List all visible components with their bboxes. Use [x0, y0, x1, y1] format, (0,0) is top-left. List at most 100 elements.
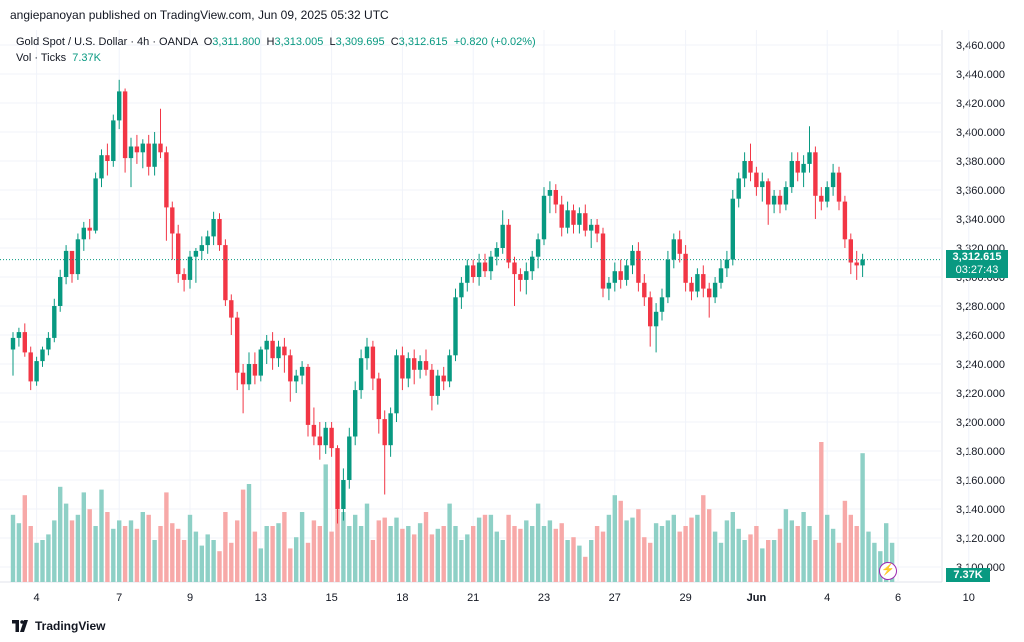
x-tick-label: 4: [34, 592, 40, 604]
candle-body: [111, 120, 116, 161]
y-tick-label: 3,160.000: [956, 475, 1005, 487]
x-tick-label: 4: [824, 592, 830, 604]
candle-body: [819, 195, 824, 202]
volume-bar: [789, 520, 794, 582]
candle-body: [329, 427, 334, 449]
candle-body: [842, 201, 848, 240]
close-value: 3,312.615: [398, 36, 448, 48]
volume-bar: [707, 509, 712, 582]
symbol-name[interactable]: Gold Spot / U.S. Dollar · 4h · OANDA: [16, 36, 198, 48]
volume-bar: [323, 464, 328, 582]
candle-body: [40, 349, 45, 362]
volume-bar: [394, 517, 399, 582]
candle-body: [807, 152, 812, 164]
volume-bar: [830, 528, 836, 582]
candle-body: [795, 161, 800, 173]
volume-bar: [205, 534, 210, 582]
candle-body: [771, 195, 777, 205]
volume-bar: [736, 528, 741, 582]
candle-body: [736, 178, 741, 199]
candle-body: [117, 91, 122, 121]
candle-body: [158, 143, 163, 153]
y-tick-label: 3,380.000: [956, 156, 1005, 168]
candle-body: [406, 358, 411, 379]
candle-body: [235, 317, 240, 373]
volume-bar: [630, 517, 635, 582]
candle-body: [777, 195, 783, 205]
candle-body: [535, 239, 541, 257]
x-tick-label: 15: [325, 592, 337, 604]
volume-bar: [665, 520, 671, 582]
candle-body: [683, 253, 688, 283]
chart-area[interactable]: 3,460.000 3,440.000 3,420.000 3,400.000 3,38…: [0, 30, 1024, 612]
legend-volume-row: Vol · Ticks 7.37K: [16, 50, 536, 66]
candle-body: [246, 364, 252, 385]
candle-body: [471, 265, 476, 277]
candle-body: [488, 256, 494, 272]
y-tick-label: 3,200.000: [956, 417, 1005, 429]
candle-body: [476, 262, 482, 277]
volume-bar: [40, 540, 45, 582]
volume-bar: [653, 523, 659, 582]
candle-body: [394, 355, 399, 414]
candle-body: [335, 448, 340, 509]
x-tick-label: 27: [609, 592, 621, 604]
volume-label[interactable]: Vol · Ticks: [16, 52, 67, 64]
volume-bar: [282, 512, 287, 582]
price-chart[interactable]: 3,460.000 3,440.000 3,420.000 3,400.000 3,38…: [0, 30, 1024, 612]
candle-body: [583, 213, 588, 231]
candle-body: [294, 375, 299, 382]
volume-bar: [122, 526, 128, 582]
candle-body: [358, 358, 364, 391]
volume-bar: [140, 512, 145, 582]
volume-bar: [10, 514, 16, 582]
x-tick-label: 23: [538, 592, 550, 604]
x-tick-label: 10: [963, 592, 975, 604]
candle-body: [22, 332, 27, 353]
close-label: C: [390, 36, 399, 48]
volume-bar: [240, 489, 246, 582]
candle-body: [341, 480, 346, 509]
volume-bar: [264, 526, 269, 582]
volume-bar: [488, 514, 494, 582]
volume-bar: [530, 526, 535, 582]
candle-body: [612, 271, 617, 283]
volume-bar: [606, 514, 612, 582]
bar-countdown: 03:27:43: [955, 263, 999, 276]
volume-bar: [223, 512, 228, 582]
volume-bar: [459, 540, 464, 582]
candle-body: [412, 358, 417, 370]
legend: Gold Spot / U.S. Dollar · 4h · OANDA O3,…: [16, 34, 536, 66]
candle-body: [193, 250, 199, 257]
y-tick-label: 3,340.000: [956, 214, 1005, 226]
candle-body: [718, 268, 724, 283]
open-value: 3,311.800: [212, 36, 261, 48]
volume-bar: [524, 520, 529, 582]
candle-body: [494, 248, 499, 257]
volume-bar: [836, 542, 842, 582]
volume-bar: [813, 540, 818, 582]
volume-bar: [659, 526, 665, 582]
candle-body: [46, 337, 51, 350]
candle-body: [830, 172, 836, 188]
volume-bar: [618, 500, 623, 582]
candle-body: [164, 152, 169, 208]
candle-body: [524, 271, 529, 280]
tradingview-brand[interactable]: TradingView: [12, 619, 105, 633]
candle-body: [75, 239, 81, 275]
volume-bar: [825, 514, 830, 582]
candle-body: [689, 282, 694, 292]
x-tick-label: Jun: [747, 592, 767, 604]
candle-body: [848, 239, 853, 263]
high-label: H: [266, 36, 275, 48]
candle-body: [87, 227, 92, 231]
y-tick-label: 3,440.000: [956, 69, 1005, 81]
candle-body: [636, 250, 641, 283]
volume-bar: [494, 531, 499, 582]
candle-body: [353, 390, 358, 437]
candle-body: [152, 143, 157, 167]
candle-body: [577, 213, 582, 225]
lightning-icon[interactable]: ⚡: [879, 562, 897, 580]
candle-body: [229, 300, 234, 318]
volume-bar: [754, 526, 759, 582]
